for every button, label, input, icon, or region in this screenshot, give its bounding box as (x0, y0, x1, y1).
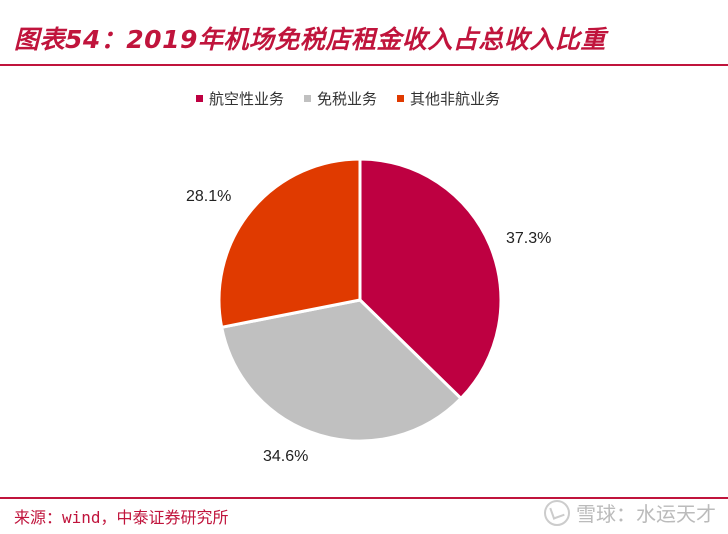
legend-item-other: 其他非航业务 (397, 88, 500, 109)
legend-swatch (196, 95, 203, 102)
data-label-other: 28.1% (186, 188, 232, 205)
chart-legend: 航空性业务 免税业务 其他非航业务 (196, 88, 500, 109)
pie-slice-other (217, 157, 362, 330)
legend-item-aviation: 航空性业务 (196, 88, 284, 109)
pie-slice-dutyfree (219, 298, 464, 443)
title-divider (0, 64, 728, 66)
legend-swatch (397, 95, 405, 102)
legend-item-dutyfree: 免税业务 (304, 88, 377, 109)
legend-swatch (304, 95, 312, 102)
figure-title: 图表54：2019年机场免税店租金收入占总收入比重 (14, 25, 606, 54)
legend-label: 航空性业务 (209, 90, 285, 108)
legend-label: 免税业务 (317, 90, 378, 108)
legend-label: 其他非航业务 (410, 90, 501, 108)
data-label-aviation: 37.3% (506, 230, 552, 247)
source-note: 来源：wind，中泰证券研究所 (14, 508, 229, 527)
watermark: 雪球：水运天才 (544, 498, 716, 527)
snowball-logo-icon (544, 499, 570, 526)
watermark-text: 雪球：水运天才 (576, 502, 716, 526)
data-label-dutyfree: 34.6% (263, 448, 309, 465)
pie-slice-aviation (358, 157, 503, 401)
footer-divider (0, 497, 728, 499)
